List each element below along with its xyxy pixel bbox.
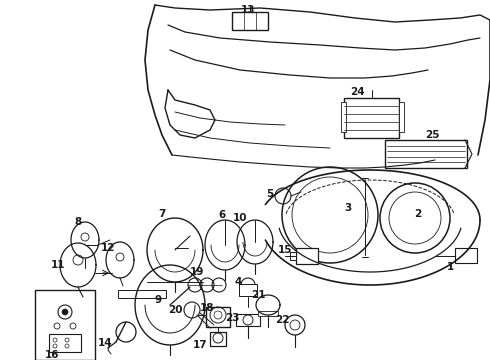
Text: 24: 24 [350, 87, 364, 97]
Text: 9: 9 [154, 295, 162, 305]
Text: 23: 23 [225, 313, 239, 323]
Text: 19: 19 [190, 267, 204, 277]
Text: 8: 8 [74, 217, 82, 227]
Text: 20: 20 [168, 305, 182, 315]
Bar [385, 140, 467, 168]
Text: 2: 2 [415, 209, 421, 219]
Bar [206, 307, 230, 327]
Text: 6: 6 [219, 210, 225, 220]
Bar [236, 314, 260, 326]
Text: 18: 18 [200, 303, 214, 313]
Text: 13: 13 [241, 5, 255, 15]
Bar [210, 332, 226, 346]
Bar [49, 334, 81, 352]
Bar [455, 248, 477, 263]
Text: 16: 16 [45, 350, 59, 360]
Text: 22: 22 [275, 315, 289, 325]
Bar [232, 12, 268, 30]
Bar [239, 284, 257, 296]
Bar [290, 252, 296, 260]
Text: 5: 5 [267, 189, 273, 199]
Text: 4: 4 [234, 277, 242, 287]
Bar [341, 102, 346, 132]
Bar [258, 311, 278, 316]
Text: 12: 12 [101, 243, 115, 253]
Bar [118, 290, 166, 298]
Text: 25: 25 [425, 130, 439, 140]
Bar [296, 248, 318, 264]
Text: 11: 11 [51, 260, 65, 270]
Bar [35, 290, 95, 360]
Text: 3: 3 [344, 203, 352, 213]
Text: 21: 21 [251, 290, 265, 300]
Text: 10: 10 [233, 213, 247, 223]
Bar [344, 98, 399, 138]
Bar [399, 102, 404, 132]
Text: 1: 1 [446, 262, 454, 272]
Text: 17: 17 [193, 340, 207, 350]
Circle shape [62, 309, 68, 315]
Text: 14: 14 [98, 338, 112, 348]
Text: 15: 15 [278, 245, 292, 255]
Text: 7: 7 [158, 209, 166, 219]
